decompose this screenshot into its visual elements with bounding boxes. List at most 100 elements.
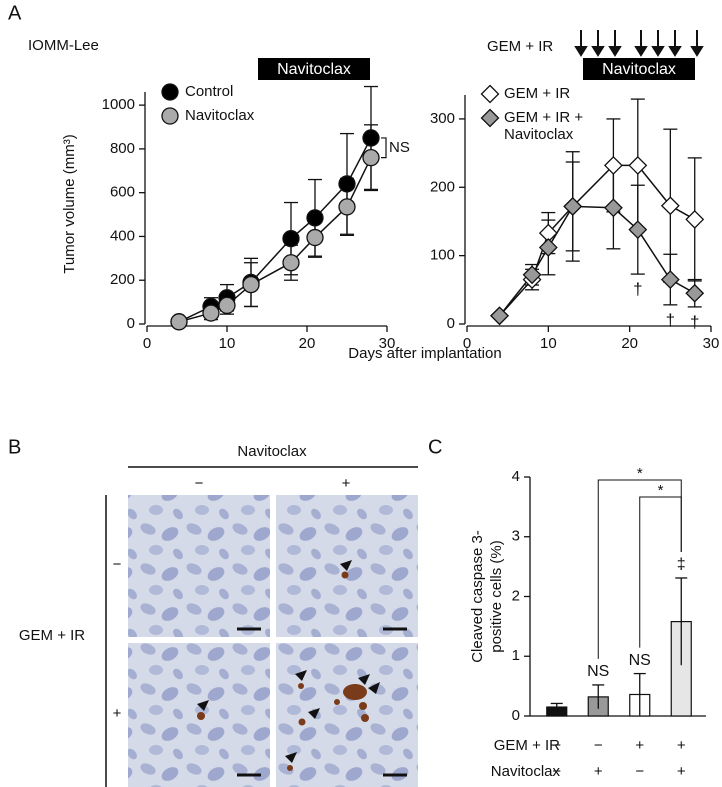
condition-name: Navitoclax xyxy=(491,763,561,780)
marker xyxy=(628,155,648,175)
error-bar xyxy=(550,702,563,711)
row-label: − xyxy=(113,556,122,573)
point-label: † xyxy=(690,312,699,331)
legend-marker xyxy=(161,107,179,125)
marker xyxy=(490,306,509,326)
cell-line-label: IOMM-Lee xyxy=(28,37,99,54)
marker xyxy=(282,229,300,248)
marker xyxy=(170,313,188,331)
y-tick-label: 800 xyxy=(110,140,135,157)
micrograph xyxy=(276,643,418,787)
legend-marker xyxy=(161,83,179,101)
x-tick-label: 20 xyxy=(299,335,316,352)
y-tick-label: 100 xyxy=(430,247,455,264)
point-label: † xyxy=(666,310,675,329)
y-tick-label: 1 xyxy=(512,647,520,664)
marker xyxy=(362,129,380,147)
marker xyxy=(338,198,356,216)
legend-label: GEM + IR xyxy=(504,85,571,102)
y-tick-label: 200 xyxy=(110,271,135,288)
scale-bars xyxy=(237,627,407,777)
marker xyxy=(282,254,300,272)
marker xyxy=(306,228,324,247)
marker xyxy=(603,155,623,175)
condition-value: + xyxy=(635,737,644,754)
panel-label: B xyxy=(8,436,21,458)
condition-value: − xyxy=(552,763,561,780)
y-tick-label: 600 xyxy=(110,184,135,201)
marker xyxy=(362,149,380,167)
series-line xyxy=(178,137,372,323)
condition-value: − xyxy=(552,737,561,754)
treatment-bar xyxy=(258,58,370,80)
y-tick-label: 0 xyxy=(127,315,135,332)
y-tick-label: 400 xyxy=(110,227,135,244)
legend-marker xyxy=(480,108,500,128)
x-tick-label: 0 xyxy=(143,335,151,352)
condition-value: + xyxy=(677,763,686,780)
y-tick-label: 300 xyxy=(430,110,455,127)
condition-value: − xyxy=(635,763,644,780)
column-label: + xyxy=(342,475,351,492)
micrograph-panel: Navitoclax − + GEM + IR − + xyxy=(19,443,418,787)
marker xyxy=(660,196,680,216)
marker xyxy=(306,209,324,227)
comparison-label: * xyxy=(637,465,643,482)
marker xyxy=(603,198,623,218)
y-tick-label: 0 xyxy=(447,315,455,332)
series-line xyxy=(498,164,696,317)
y-tick-label: 2 xyxy=(512,587,520,604)
y-axis-label: positive cells (%) xyxy=(488,540,505,653)
x-axis-label: Days after implantation xyxy=(348,345,501,362)
marker xyxy=(202,304,220,322)
condition-value: + xyxy=(594,763,603,780)
marker xyxy=(522,265,542,285)
x-tick-label: 0 xyxy=(463,335,471,352)
legend-label-box: GEM + IR + Navitoclax xyxy=(504,109,584,143)
treatment-bar xyxy=(583,58,695,80)
column-label: − xyxy=(195,475,204,492)
marker xyxy=(660,270,680,289)
condition-value: + xyxy=(677,737,686,754)
legend-marker xyxy=(480,84,500,104)
series-line xyxy=(498,205,696,317)
marker xyxy=(218,296,236,315)
marker xyxy=(628,220,648,240)
error-bar xyxy=(592,684,605,709)
treatment-label: GEM + IR xyxy=(487,38,553,55)
point-label: ‡ xyxy=(677,556,686,573)
y-tick-label: 1000 xyxy=(102,96,135,113)
column-header: Navitoclax xyxy=(237,443,307,460)
significance-bracket xyxy=(381,137,387,159)
marker xyxy=(685,209,705,229)
comparison-label: * xyxy=(658,482,664,499)
treatment-bar-label: Navitoclax xyxy=(277,61,351,78)
condition-value: − xyxy=(594,737,603,754)
significance-label: NS xyxy=(389,139,410,156)
point-label: † xyxy=(633,280,642,299)
y-tick-label: 3 xyxy=(512,528,520,545)
legend-label-box: GEM + IR xyxy=(504,85,571,102)
x-tick-label: 10 xyxy=(540,335,557,352)
legend-label: GEM + IR + Navitoclax xyxy=(504,109,584,143)
error-bar xyxy=(675,577,688,666)
legend-label: Control xyxy=(185,83,233,100)
micrograph xyxy=(128,495,270,637)
x-tick-label: 30 xyxy=(379,335,396,352)
y-tick-label: 200 xyxy=(430,178,455,195)
x-tick-label: 30 xyxy=(703,335,720,352)
marker xyxy=(338,175,356,193)
condition-name: GEM + IR xyxy=(494,737,560,754)
row-header: GEM + IR xyxy=(19,627,85,644)
panel-label: C xyxy=(428,436,442,458)
y-tick-label: 0 xyxy=(512,707,520,724)
x-tick-label: 10 xyxy=(219,335,236,352)
y-axis-label: Cleaved caspase 3- xyxy=(469,530,486,663)
marker xyxy=(242,275,260,294)
row-label: + xyxy=(113,705,122,722)
y-axis-label: Tumor volume (mm³) xyxy=(61,134,78,273)
marker xyxy=(563,197,583,216)
marker xyxy=(685,283,705,303)
point-label: NS xyxy=(587,663,609,680)
